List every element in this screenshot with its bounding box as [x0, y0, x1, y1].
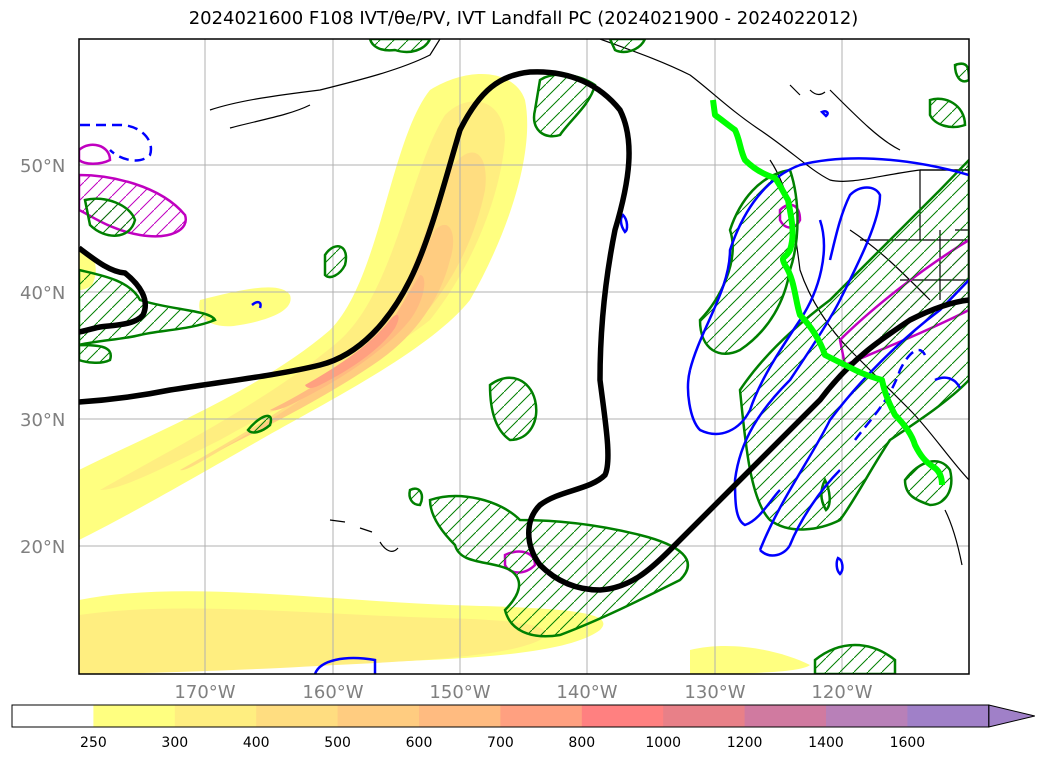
lon-label-160w: 160°W — [302, 682, 363, 703]
theta-e-contours — [80, 110, 969, 674]
lon-label-120w: 120°W — [811, 682, 872, 703]
colorbar-frame — [11, 704, 990, 728]
longitude-labels: 170°W 160°W 150°W 140°W 130°W 120°W — [174, 682, 872, 703]
lat-label-30n: 30°N — [20, 410, 65, 431]
colorbar-tick-label: 250 — [80, 735, 107, 751]
colorbar-swatch — [744, 705, 827, 727]
colorbar-extend-arrow — [988, 704, 1035, 728]
colorbar-tick-label: 500 — [324, 735, 351, 751]
ivt-pc-contour — [79, 69, 969, 593]
lat-label-50n: 50°N — [20, 156, 65, 177]
colorbar: 250 300 400 500 600 700 800 1000 1200 1400 1600 — [11, 704, 1035, 751]
map-frame — [78, 38, 970, 675]
lon-label-150w: 150°W — [429, 682, 490, 703]
latitude-labels: 50°N 40°N 30°N 20°N — [20, 156, 65, 558]
colorbar-swatch — [419, 705, 501, 727]
lat-label-20n: 20°N — [20, 537, 65, 558]
colorbar-swatch — [256, 705, 339, 727]
colorbar-tick-label: 700 — [487, 735, 514, 751]
colorbar-swatch — [500, 705, 583, 727]
colorbar-tick-label: 600 — [406, 735, 433, 751]
colorbar-swatch — [337, 705, 420, 727]
colorbar-swatch — [907, 705, 990, 727]
colorbar-tick-label: 800 — [568, 735, 595, 751]
colorbar-tick-label: 1200 — [727, 735, 763, 751]
colorbar-swatch — [826, 705, 908, 727]
colorbar-tick-label: 1600 — [890, 735, 926, 751]
colorbar-tick-label: 300 — [161, 735, 188, 751]
colorbar-swatch — [93, 705, 176, 727]
map-content — [79, 39, 969, 674]
colorbar-swatch — [581, 705, 664, 727]
lon-label-140w: 140°W — [556, 682, 617, 703]
colorbar-tick-label: 1000 — [645, 735, 681, 751]
colorbar-tick-label: 400 — [243, 735, 270, 751]
lon-label-170w: 170°W — [174, 682, 235, 703]
map-title: 2024021600 F108 IVT/θe/PV, IVT Landfall … — [188, 8, 859, 29]
colorbar-swatch — [174, 705, 257, 727]
colorbar-swatch — [663, 705, 746, 727]
landfall-line — [710, 99, 945, 486]
lat-label-40n: 40°N — [20, 283, 65, 304]
colorbar-tick-label: 1400 — [808, 735, 844, 751]
colorbar-swatch — [12, 705, 94, 727]
lon-label-130w: 130°W — [684, 682, 745, 703]
